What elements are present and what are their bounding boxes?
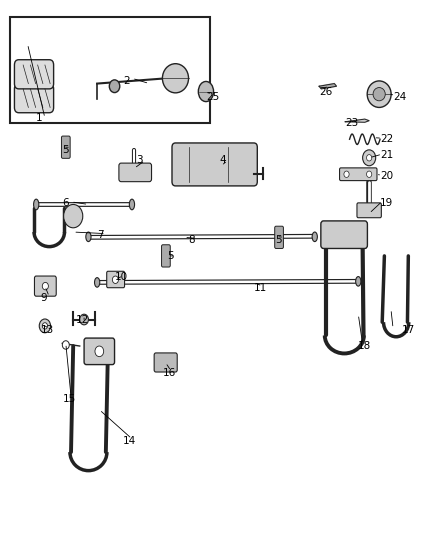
Ellipse shape <box>86 232 91 241</box>
FancyBboxPatch shape <box>14 84 53 113</box>
FancyBboxPatch shape <box>119 163 152 182</box>
Text: 16: 16 <box>162 368 176 377</box>
Text: 10: 10 <box>115 272 127 282</box>
Text: 11: 11 <box>254 282 267 293</box>
Circle shape <box>80 314 88 325</box>
Text: 22: 22 <box>380 134 393 144</box>
FancyBboxPatch shape <box>172 143 257 186</box>
Text: 3: 3 <box>136 156 143 165</box>
Text: 4: 4 <box>219 156 226 165</box>
FancyBboxPatch shape <box>14 60 53 89</box>
Text: 17: 17 <box>402 325 415 335</box>
Text: 5: 5 <box>167 251 173 261</box>
Circle shape <box>42 322 47 329</box>
Text: 7: 7 <box>97 230 104 240</box>
Text: 23: 23 <box>345 118 358 128</box>
FancyBboxPatch shape <box>275 226 283 248</box>
FancyBboxPatch shape <box>84 338 115 365</box>
Text: 19: 19 <box>380 198 393 208</box>
FancyBboxPatch shape <box>339 168 377 181</box>
Text: 9: 9 <box>41 293 47 303</box>
Ellipse shape <box>198 82 214 102</box>
Ellipse shape <box>373 87 385 101</box>
Circle shape <box>113 276 118 284</box>
Text: 21: 21 <box>380 150 393 160</box>
FancyBboxPatch shape <box>61 136 70 158</box>
Ellipse shape <box>34 199 39 210</box>
Circle shape <box>344 171 349 177</box>
Circle shape <box>64 205 83 228</box>
Text: 26: 26 <box>319 86 332 96</box>
Circle shape <box>367 155 372 161</box>
Ellipse shape <box>129 199 134 210</box>
Circle shape <box>62 341 69 349</box>
Text: 5: 5 <box>62 145 69 155</box>
Text: 12: 12 <box>75 314 88 325</box>
Circle shape <box>42 282 48 290</box>
Bar <box>10 17 210 123</box>
Text: 13: 13 <box>41 325 54 335</box>
Circle shape <box>39 319 50 333</box>
Text: 18: 18 <box>358 341 371 351</box>
Text: 8: 8 <box>188 235 195 245</box>
FancyBboxPatch shape <box>321 221 367 248</box>
Ellipse shape <box>312 232 318 241</box>
Polygon shape <box>345 119 369 122</box>
Circle shape <box>95 346 104 357</box>
FancyBboxPatch shape <box>35 276 56 296</box>
Text: 5: 5 <box>276 235 282 245</box>
FancyBboxPatch shape <box>357 203 381 217</box>
Text: 15: 15 <box>62 394 76 404</box>
Text: 14: 14 <box>123 437 137 447</box>
FancyBboxPatch shape <box>154 353 177 372</box>
Text: 20: 20 <box>380 172 393 181</box>
Text: 1: 1 <box>36 113 43 123</box>
Ellipse shape <box>95 278 100 287</box>
Ellipse shape <box>367 81 391 108</box>
Circle shape <box>363 150 376 166</box>
Ellipse shape <box>162 63 188 93</box>
Text: 25: 25 <box>206 92 219 102</box>
Circle shape <box>110 80 120 93</box>
Text: 2: 2 <box>123 76 130 86</box>
Text: 24: 24 <box>393 92 406 102</box>
Circle shape <box>367 171 372 177</box>
Polygon shape <box>319 84 336 89</box>
Ellipse shape <box>356 277 361 286</box>
FancyBboxPatch shape <box>107 271 124 288</box>
Text: 6: 6 <box>62 198 69 208</box>
FancyBboxPatch shape <box>162 245 170 267</box>
